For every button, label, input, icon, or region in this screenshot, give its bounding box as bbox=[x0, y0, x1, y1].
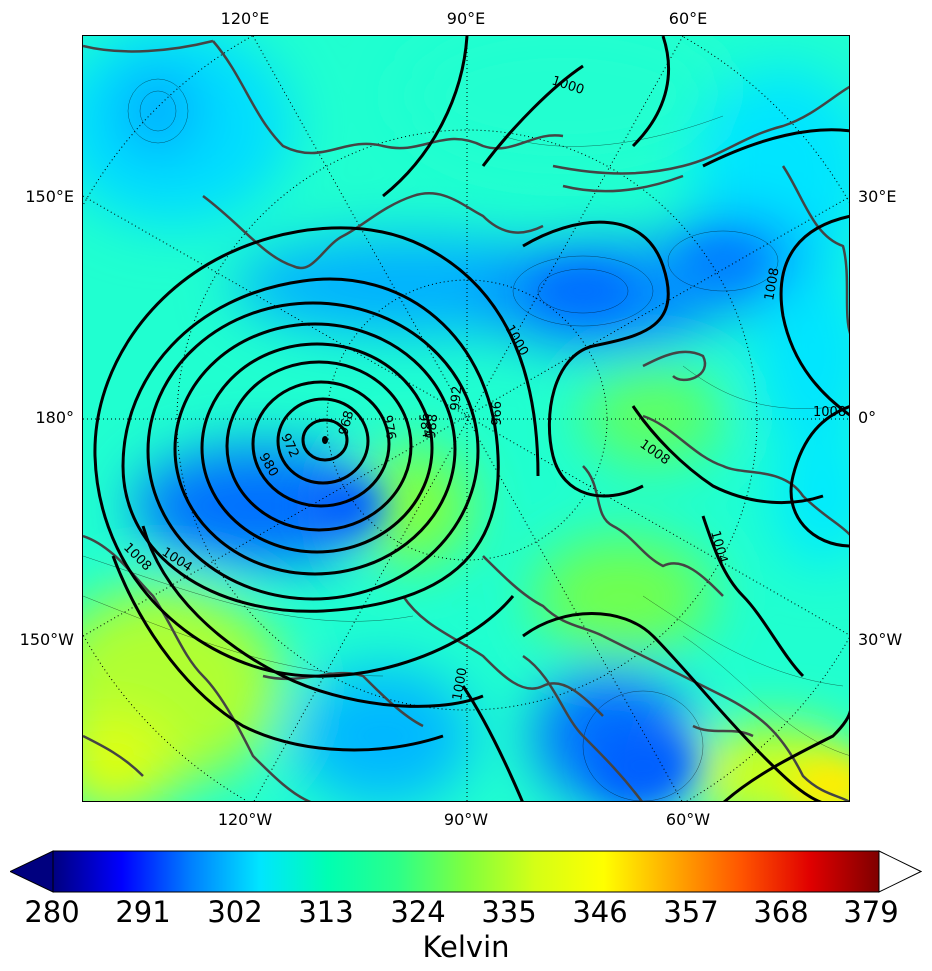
isobar-1000 bbox=[93, 226, 540, 678]
isobar-1008-south bbox=[461, 685, 524, 801]
coastlines bbox=[83, 39, 849, 801]
isobar-1000-center bbox=[522, 220, 670, 498]
isobar-992 bbox=[146, 301, 480, 601]
label-lon-left-1: 180° bbox=[35, 408, 74, 427]
label-lon-left-2: 150°W bbox=[19, 630, 74, 649]
colorbar-tick-9: 379 bbox=[843, 895, 899, 929]
label-lon-left-0: 150°E bbox=[25, 187, 74, 206]
colorbar-extend-max bbox=[878, 850, 923, 893]
low-pressure-center bbox=[322, 436, 328, 444]
label-lon-top-2: 60°E bbox=[668, 9, 708, 28]
isobar-980 bbox=[225, 360, 413, 532]
isobar-labels: 1000 1008 1000 1008 1008 1004 1004 1008 … bbox=[120, 74, 846, 702]
label-lon-top-0: 120°E bbox=[220, 9, 270, 28]
isobar-1004 bbox=[141, 525, 484, 708]
isobar-988 bbox=[173, 322, 457, 576]
colorbar-tick-3: 313 bbox=[298, 895, 354, 929]
colorbar-unit-label: Kelvin bbox=[422, 930, 510, 964]
isobar-1004-south bbox=[522, 612, 823, 801]
isobar-label-968: 968 bbox=[336, 409, 357, 437]
isobar-label-984: 984 bbox=[415, 412, 434, 439]
colorbar-tick-2: 302 bbox=[207, 895, 263, 929]
colorbar-tick-0: 280 bbox=[24, 895, 80, 929]
colorbar-tick-5: 335 bbox=[481, 895, 537, 929]
isobar-984 bbox=[200, 342, 434, 554]
label-lon-bottom-0: 120°W bbox=[217, 810, 273, 829]
isobar-1008-east bbox=[779, 214, 849, 417]
label-lon-bottom-1: 90°W bbox=[443, 810, 489, 829]
isobar-1008-ne bbox=[631, 36, 849, 168]
isobar-se bbox=[723, 710, 849, 801]
isobar-label-1000-south: 1000 bbox=[450, 666, 471, 701]
colorbar-extend-min bbox=[8, 850, 54, 893]
isobar-label-1008-right: 1008 bbox=[813, 405, 846, 420]
colorbar-gradient bbox=[52, 850, 880, 893]
isobar-label-1008-ne: 1008 bbox=[762, 266, 783, 301]
label-lon-right-0: 30°E bbox=[858, 187, 897, 206]
isobar-976 bbox=[251, 380, 391, 508]
colorbar bbox=[8, 850, 923, 893]
label-lon-top-1: 90°E bbox=[446, 9, 486, 28]
map-panel: 1000 1008 1000 1008 1008 1004 1004 1008 … bbox=[82, 35, 850, 802]
colorbar-tick-1: 291 bbox=[115, 895, 171, 929]
colorbar-tick-6: 346 bbox=[572, 895, 628, 929]
isobar-972 bbox=[276, 397, 370, 485]
isobar-968 bbox=[301, 418, 349, 462]
isobar-label-988: 988 bbox=[424, 413, 441, 439]
colorbar-tick-7: 357 bbox=[663, 895, 719, 929]
isobar-label-976: 976 bbox=[379, 414, 398, 441]
colorbar-tick-4: 324 bbox=[390, 895, 446, 929]
label-lon-bottom-2: 60°W bbox=[665, 810, 711, 829]
label-lon-right-2: 30°W bbox=[858, 630, 903, 649]
isobar-label-996: 996 bbox=[487, 401, 502, 426]
isobar-1004-mid bbox=[701, 515, 805, 678]
isobar-1008 bbox=[111, 555, 444, 752]
isobar-1000-north bbox=[382, 36, 584, 198]
isobars bbox=[93, 36, 849, 801]
isobar-1008-mid bbox=[631, 405, 824, 504]
label-lon-right-1: 0° bbox=[858, 408, 877, 427]
isobar-996 bbox=[121, 277, 500, 613]
colorbar-tick-8: 368 bbox=[753, 895, 809, 929]
isobar-1008-right bbox=[789, 405, 849, 548]
isobar-label-992: 992 bbox=[448, 385, 465, 411]
field-map: 1000 1008 1000 1008 1008 1004 1004 1008 … bbox=[83, 36, 849, 801]
potential-temperature-field bbox=[83, 36, 849, 801]
